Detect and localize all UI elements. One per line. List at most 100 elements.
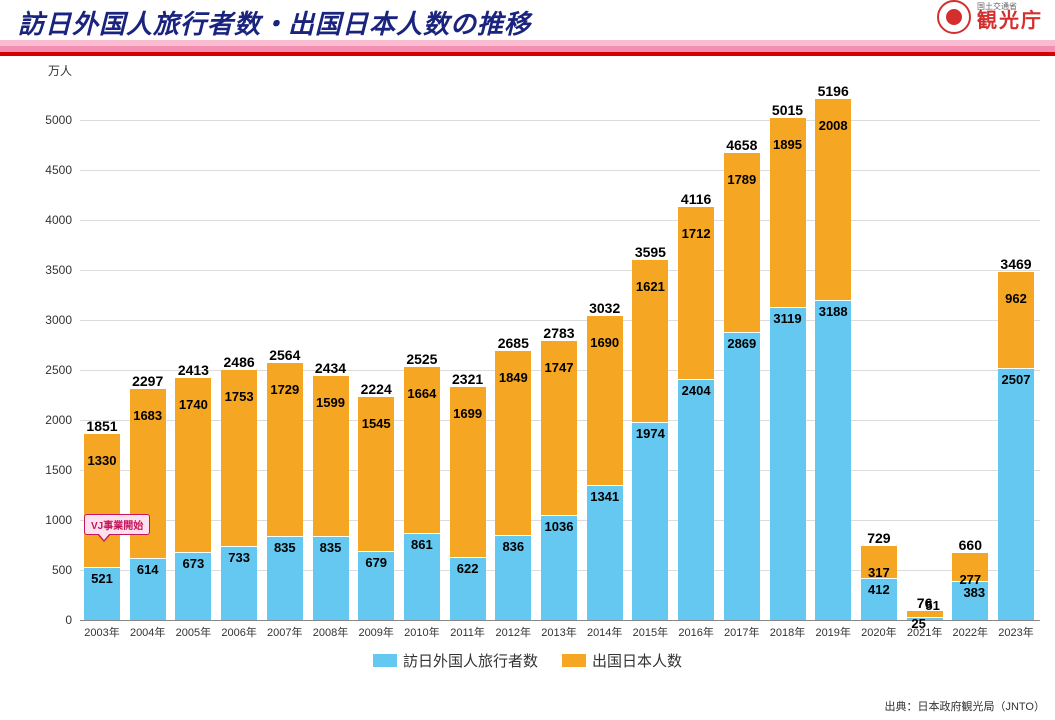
legend-swatch bbox=[562, 654, 586, 667]
value-label-inbound: 3188 bbox=[819, 304, 848, 319]
value-label-inbound: 1341 bbox=[590, 489, 619, 504]
bar-segment-inbound bbox=[815, 300, 851, 620]
value-label-total: 5015 bbox=[772, 102, 803, 118]
bar-group bbox=[221, 370, 257, 620]
gridline bbox=[80, 270, 1040, 271]
x-tick-label: 2016年 bbox=[678, 624, 713, 640]
value-label-outbound: 1330 bbox=[88, 453, 117, 468]
value-label-outbound: 1789 bbox=[727, 172, 756, 187]
value-label-outbound: 1712 bbox=[682, 226, 711, 241]
value-label-inbound: 733 bbox=[228, 550, 250, 565]
x-tick-label: 2020年 bbox=[861, 624, 896, 640]
y-tick-label: 1000 bbox=[12, 513, 72, 527]
x-tick-label: 2008年 bbox=[313, 624, 348, 640]
x-tick-label: 2022年 bbox=[953, 624, 988, 640]
y-axis-unit: 万人 bbox=[48, 62, 72, 79]
value-label-inbound: 2404 bbox=[682, 383, 711, 398]
x-tick-label: 2011年 bbox=[450, 624, 485, 640]
value-label-outbound: 317 bbox=[868, 565, 890, 580]
value-label-inbound: 622 bbox=[457, 561, 479, 576]
y-tick-label: 2500 bbox=[12, 363, 72, 377]
bar-group bbox=[724, 153, 760, 620]
value-label-outbound: 1740 bbox=[179, 397, 208, 412]
logo-title: 観光庁 bbox=[977, 11, 1043, 31]
legend-item: 訪日外国人旅行者数 bbox=[373, 650, 538, 671]
bar-segment-inbound bbox=[678, 379, 714, 620]
y-tick-label: 500 bbox=[12, 563, 72, 577]
bar-group bbox=[267, 363, 303, 620]
value-label-inbound: 836 bbox=[502, 539, 524, 554]
value-label-total: 729 bbox=[867, 530, 890, 546]
value-label-outbound: 1729 bbox=[270, 382, 299, 397]
value-label-inbound: 1974 bbox=[636, 426, 665, 441]
x-tick-label: 2006年 bbox=[221, 624, 256, 640]
value-label-outbound: 1849 bbox=[499, 370, 528, 385]
value-label-outbound: 277 bbox=[959, 572, 981, 587]
x-tick-label: 2004年 bbox=[130, 624, 165, 640]
x-tick-label: 2003年 bbox=[84, 624, 119, 640]
value-label-total: 76 bbox=[917, 595, 933, 611]
value-label-outbound: 962 bbox=[1005, 291, 1027, 306]
value-label-inbound: 679 bbox=[365, 555, 387, 570]
bar-segment-inbound bbox=[587, 485, 623, 620]
value-label-inbound: 614 bbox=[137, 562, 159, 577]
x-tick-label: 2018年 bbox=[770, 624, 805, 640]
value-label-outbound: 1683 bbox=[133, 408, 162, 423]
value-label-outbound: 1895 bbox=[773, 137, 802, 152]
legend-label: 出国日本人数 bbox=[592, 650, 682, 671]
bar-group bbox=[541, 341, 577, 620]
value-label-outbound: 1690 bbox=[590, 335, 619, 350]
value-label-total: 2685 bbox=[498, 335, 529, 351]
value-label-outbound: 1599 bbox=[316, 395, 345, 410]
gridline bbox=[80, 170, 1040, 171]
x-tick-label: 2007年 bbox=[267, 624, 302, 640]
x-tick-label: 2019年 bbox=[815, 624, 850, 640]
value-label-total: 4116 bbox=[681, 191, 711, 207]
bar-group bbox=[130, 389, 166, 620]
legend-label: 訪日外国人旅行者数 bbox=[403, 650, 538, 671]
chart-plot-area: 0500100015002000250030003500400045005000… bbox=[80, 80, 1040, 620]
value-label-total: 3595 bbox=[635, 244, 666, 260]
x-tick-label: 2009年 bbox=[358, 624, 393, 640]
value-label-total: 3469 bbox=[1000, 256, 1031, 272]
bar-segment-inbound bbox=[998, 368, 1034, 620]
y-tick-label: 3000 bbox=[12, 313, 72, 327]
y-tick-label: 4500 bbox=[12, 163, 72, 177]
value-label-total: 5196 bbox=[818, 83, 849, 99]
value-label-total: 3032 bbox=[589, 300, 620, 316]
value-label-inbound: 861 bbox=[411, 537, 433, 552]
value-label-outbound: 2008 bbox=[819, 118, 848, 133]
value-label-outbound: 1753 bbox=[225, 389, 254, 404]
y-tick-label: 2000 bbox=[12, 413, 72, 427]
gridline bbox=[80, 220, 1040, 221]
bar-group bbox=[678, 207, 714, 620]
value-label-total: 1851 bbox=[86, 418, 117, 434]
bar-group bbox=[815, 99, 851, 620]
value-label-inbound: 3119 bbox=[773, 311, 801, 326]
header-accent-band bbox=[0, 52, 1055, 56]
value-label-inbound: 835 bbox=[320, 540, 342, 555]
bar-segment-inbound bbox=[632, 422, 668, 620]
x-tick-label: 2015年 bbox=[633, 624, 668, 640]
value-label-total: 2321 bbox=[452, 371, 483, 387]
value-label-total: 2783 bbox=[543, 325, 574, 341]
value-label-inbound: 521 bbox=[91, 571, 113, 586]
bar-group bbox=[770, 118, 806, 620]
bar-segment-inbound bbox=[770, 307, 806, 620]
x-tick-label: 2013年 bbox=[541, 624, 576, 640]
value-label-inbound: 2507 bbox=[1002, 372, 1031, 387]
y-tick-label: 0 bbox=[12, 613, 72, 627]
value-label-outbound: 1747 bbox=[545, 360, 574, 375]
bar-segment-inbound bbox=[724, 332, 760, 620]
bar-group bbox=[404, 367, 440, 620]
value-label-total: 2434 bbox=[315, 360, 346, 376]
bar-group bbox=[495, 351, 531, 620]
legend: 訪日外国人旅行者数 出国日本人数 bbox=[0, 650, 1055, 671]
bar-group bbox=[587, 316, 623, 620]
legend-swatch bbox=[373, 654, 397, 667]
value-label-inbound: 25 bbox=[911, 616, 925, 631]
gridline bbox=[80, 320, 1040, 321]
value-label-outbound: 1699 bbox=[453, 406, 482, 421]
value-label-inbound: 412 bbox=[868, 582, 890, 597]
value-label-total: 4658 bbox=[726, 137, 757, 153]
